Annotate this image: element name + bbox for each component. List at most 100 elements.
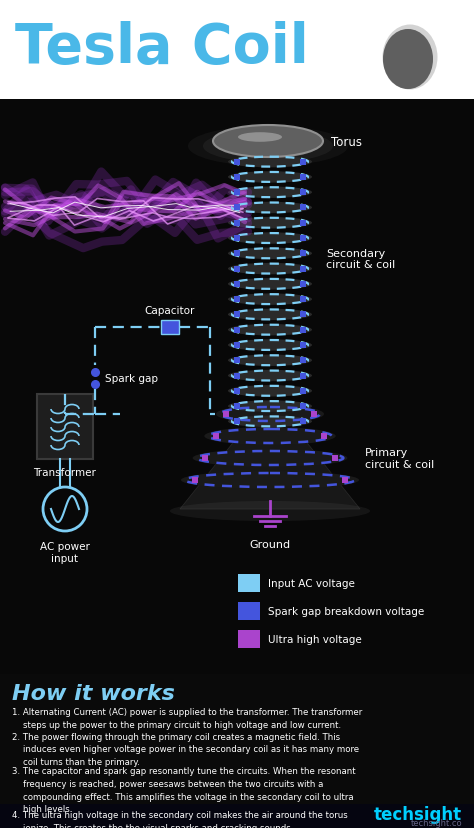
FancyBboxPatch shape xyxy=(192,478,198,484)
Ellipse shape xyxy=(228,416,312,427)
Text: How it works: How it works xyxy=(12,683,175,703)
FancyBboxPatch shape xyxy=(301,327,306,334)
FancyBboxPatch shape xyxy=(0,100,474,599)
FancyBboxPatch shape xyxy=(301,358,306,363)
FancyBboxPatch shape xyxy=(301,190,306,196)
FancyBboxPatch shape xyxy=(234,358,239,363)
FancyBboxPatch shape xyxy=(0,565,474,679)
FancyBboxPatch shape xyxy=(234,343,239,349)
FancyBboxPatch shape xyxy=(234,236,239,242)
Ellipse shape xyxy=(213,126,323,158)
FancyBboxPatch shape xyxy=(234,205,239,211)
FancyBboxPatch shape xyxy=(234,373,239,379)
FancyBboxPatch shape xyxy=(234,160,239,166)
Ellipse shape xyxy=(204,427,336,445)
Ellipse shape xyxy=(238,133,282,142)
FancyBboxPatch shape xyxy=(238,602,260,620)
FancyBboxPatch shape xyxy=(0,804,474,828)
FancyBboxPatch shape xyxy=(234,190,239,196)
Ellipse shape xyxy=(192,450,347,468)
FancyBboxPatch shape xyxy=(301,267,306,272)
FancyBboxPatch shape xyxy=(0,674,474,828)
FancyBboxPatch shape xyxy=(234,267,239,272)
Text: Primary
circuit & coil: Primary circuit & coil xyxy=(365,448,434,469)
Text: Input AC voltage: Input AC voltage xyxy=(268,578,355,588)
FancyBboxPatch shape xyxy=(202,455,209,461)
FancyBboxPatch shape xyxy=(238,575,260,592)
Text: 2. The power flowing through the primary coil creates a magnetic field. This
   : 2. The power flowing through the primary… xyxy=(12,732,359,766)
FancyBboxPatch shape xyxy=(234,282,239,287)
FancyBboxPatch shape xyxy=(301,205,306,211)
FancyBboxPatch shape xyxy=(301,160,306,166)
Ellipse shape xyxy=(203,131,333,163)
Text: 4. The ultra high voltage in the secondary coil makes the air around the torus
 : 4. The ultra high voltage in the seconda… xyxy=(12,811,348,828)
Text: Torus: Torus xyxy=(331,135,362,148)
Ellipse shape xyxy=(228,187,312,199)
Ellipse shape xyxy=(228,233,312,244)
Text: Transformer: Transformer xyxy=(34,468,96,478)
Text: Tesla Coil: Tesla Coil xyxy=(15,21,309,75)
FancyBboxPatch shape xyxy=(301,236,306,242)
FancyBboxPatch shape xyxy=(234,296,239,303)
FancyBboxPatch shape xyxy=(234,220,239,227)
Ellipse shape xyxy=(218,134,318,159)
FancyBboxPatch shape xyxy=(301,175,306,181)
FancyBboxPatch shape xyxy=(301,312,306,318)
Ellipse shape xyxy=(170,502,370,522)
Text: Ultra high voltage: Ultra high voltage xyxy=(268,634,362,644)
FancyBboxPatch shape xyxy=(238,630,260,648)
Ellipse shape xyxy=(228,156,312,168)
Ellipse shape xyxy=(228,355,312,367)
FancyBboxPatch shape xyxy=(0,0,474,100)
Ellipse shape xyxy=(228,325,312,336)
Ellipse shape xyxy=(228,386,312,397)
Ellipse shape xyxy=(383,30,433,90)
FancyBboxPatch shape xyxy=(301,220,306,227)
FancyBboxPatch shape xyxy=(311,412,317,417)
FancyBboxPatch shape xyxy=(301,343,306,349)
Ellipse shape xyxy=(228,218,312,229)
Text: 3. The capacitor and spark gap resonantly tune the circuits. When the resonant
 : 3. The capacitor and spark gap resonantl… xyxy=(12,767,356,813)
FancyBboxPatch shape xyxy=(234,388,239,394)
FancyBboxPatch shape xyxy=(301,403,306,410)
FancyBboxPatch shape xyxy=(234,327,239,334)
Ellipse shape xyxy=(228,401,312,412)
Ellipse shape xyxy=(216,406,324,423)
Ellipse shape xyxy=(228,279,312,291)
Ellipse shape xyxy=(181,471,359,489)
Ellipse shape xyxy=(228,172,312,184)
Ellipse shape xyxy=(228,339,312,351)
Polygon shape xyxy=(180,435,360,509)
Ellipse shape xyxy=(228,294,312,306)
FancyBboxPatch shape xyxy=(301,373,306,379)
FancyBboxPatch shape xyxy=(234,175,239,181)
FancyBboxPatch shape xyxy=(223,412,229,417)
Text: techsight: techsight xyxy=(374,805,462,823)
FancyBboxPatch shape xyxy=(321,434,327,440)
FancyBboxPatch shape xyxy=(37,394,93,460)
Ellipse shape xyxy=(383,30,433,90)
Text: 1. Alternating Current (AC) power is supplied to the transformer. The transforme: 1. Alternating Current (AC) power is sup… xyxy=(12,707,362,729)
FancyBboxPatch shape xyxy=(301,419,306,425)
Text: techsight.co: techsight.co xyxy=(410,819,462,827)
Ellipse shape xyxy=(228,248,312,260)
Ellipse shape xyxy=(228,263,312,275)
FancyBboxPatch shape xyxy=(213,434,219,440)
FancyBboxPatch shape xyxy=(234,403,239,410)
Ellipse shape xyxy=(228,203,312,214)
Text: AC power
input: AC power input xyxy=(40,542,90,563)
Text: Spark gap breakdown voltage: Spark gap breakdown voltage xyxy=(268,606,424,616)
Text: Secondary
circuit & coil: Secondary circuit & coil xyxy=(326,248,395,270)
FancyBboxPatch shape xyxy=(161,320,179,335)
FancyBboxPatch shape xyxy=(234,419,239,425)
Text: Ground: Ground xyxy=(249,539,291,549)
FancyBboxPatch shape xyxy=(301,388,306,394)
FancyBboxPatch shape xyxy=(301,296,306,303)
FancyBboxPatch shape xyxy=(234,251,239,257)
FancyBboxPatch shape xyxy=(342,478,348,484)
FancyBboxPatch shape xyxy=(331,455,337,461)
FancyBboxPatch shape xyxy=(301,251,306,257)
FancyBboxPatch shape xyxy=(301,282,306,287)
Ellipse shape xyxy=(228,370,312,382)
Text: Capacitor: Capacitor xyxy=(145,306,195,315)
